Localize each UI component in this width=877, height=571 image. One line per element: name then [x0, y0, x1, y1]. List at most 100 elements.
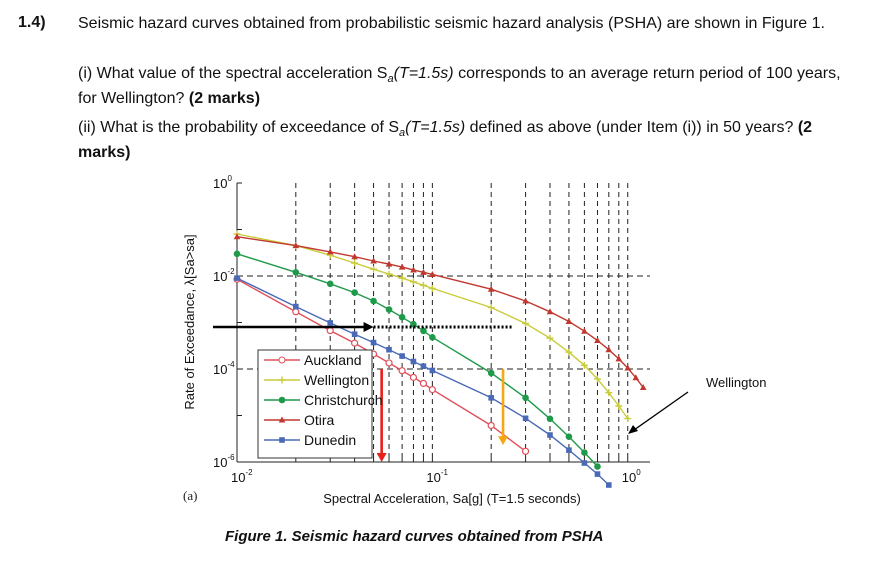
x-axis-label: Spectral Acceleration, Sa[g] (T=1.5 seco… — [323, 491, 581, 506]
data-point-wellington — [351, 259, 359, 267]
horizontal-arrow-head — [363, 322, 374, 333]
data-point-wellington — [580, 361, 588, 369]
data-point-christchurch — [522, 394, 529, 402]
data-point-auckland — [292, 308, 300, 316]
data-point-auckland — [428, 386, 436, 394]
data-point-otira — [326, 248, 334, 255]
data-point-otira — [565, 318, 573, 325]
data-point-dunedin — [547, 432, 553, 438]
data-point-wellington — [605, 389, 613, 397]
data-point-wellington — [370, 265, 378, 273]
data-point-wellington — [409, 278, 417, 286]
data-point-christchurch — [546, 415, 554, 423]
part1-text: corresponds to an average return period … — [78, 65, 841, 108]
data-point-christchurch — [398, 313, 406, 321]
question-number: 1.4) — [18, 14, 46, 31]
data-point-dunedin — [594, 471, 601, 477]
data-point-otira — [410, 266, 417, 273]
legend-label-otira: Otira — [304, 412, 335, 428]
y-tick-label: 10-4 — [213, 360, 235, 377]
data-point-auckland — [409, 373, 418, 381]
data-point-christchurch — [487, 369, 495, 377]
data-point-dunedin — [370, 339, 377, 346]
data-point-christchurch — [292, 269, 300, 276]
figure-caption: Figure 1. Seismic hazard curves obtained… — [225, 528, 604, 545]
part2-period: (T=1.5s) — [405, 119, 466, 136]
legend: Auckland Wellington Christchurch Otira Duned… — [257, 349, 383, 459]
data-point-otira — [385, 260, 393, 267]
data-point-dunedin — [429, 367, 436, 374]
data-point-dunedin — [410, 358, 417, 365]
data-point-otira — [351, 253, 358, 260]
data-point-auckland — [398, 367, 406, 375]
legend-label-wellington: Wellington — [304, 372, 369, 388]
data-point-auckland — [487, 421, 495, 430]
wellington-pointer-head — [628, 425, 638, 434]
y-tick-label: 10-6 — [213, 453, 235, 470]
data-point-wellington — [624, 415, 632, 423]
part2-marks: (2 marks) — [78, 119, 813, 162]
legend-label-auckland: Auckland — [304, 352, 362, 368]
data-point-otira — [420, 268, 427, 275]
data-point-auckland — [419, 379, 428, 388]
data-point-otira — [615, 355, 623, 362]
legend-marker-wellington — [278, 376, 286, 384]
question-part-1: (i) What value of the spectral accelerat… — [78, 64, 853, 109]
legend-marker-dunedin — [279, 437, 285, 443]
data-point-dunedin — [488, 395, 494, 401]
legend-marker-christchurch — [278, 396, 286, 404]
legend-label-christchurch: Christchurch — [304, 392, 383, 408]
data-point-auckland — [326, 326, 334, 335]
data-point-otira — [487, 285, 495, 292]
data-point-wellington — [615, 402, 623, 410]
y-axis-label: Rate of Exceedance, λ[Sa>sa] — [182, 234, 197, 409]
data-point-christchurch — [326, 280, 334, 288]
part2-subscript: a — [399, 127, 406, 140]
data-point-dunedin — [522, 415, 529, 422]
data-point-christchurch — [370, 297, 377, 305]
data-point-otira — [594, 337, 601, 344]
part2-prefix: (ii) What is the probability of exceedan… — [78, 119, 400, 136]
legend-marker-auckland — [278, 356, 286, 364]
data-point-dunedin — [386, 346, 392, 353]
data-point-otira — [429, 270, 436, 277]
part1-subscript: a — [387, 73, 394, 86]
data-point-christchurch — [581, 449, 588, 456]
data-point-christchurch — [429, 334, 436, 341]
data-point-otira — [546, 308, 554, 315]
data-point-otira — [522, 297, 529, 304]
data-point-dunedin — [606, 482, 612, 488]
part1-marks: (2 marks) — [188, 90, 261, 108]
data-point-otira — [581, 327, 588, 334]
data-point-christchurch — [565, 433, 573, 441]
data-point-otira — [639, 384, 647, 391]
x-tick-label: 100 — [622, 468, 641, 485]
data-point-christchurch — [385, 306, 393, 313]
data-point-auckland — [521, 447, 530, 455]
data-point-christchurch — [594, 463, 601, 470]
data-point-wellington — [398, 274, 406, 282]
data-point-dunedin — [399, 353, 405, 359]
data-point-otira — [632, 374, 640, 381]
vertical-arrow-head-2 — [498, 436, 509, 446]
data-point-wellington — [385, 270, 393, 278]
wellington-annotation: Wellington — [706, 375, 766, 390]
data-point-wellington — [487, 304, 495, 312]
data-point-wellington — [546, 334, 554, 342]
wellington-pointer-line — [633, 391, 689, 431]
vertical-arrow-head-1 — [376, 453, 387, 462]
data-point-dunedin — [293, 303, 299, 310]
data-point-otira — [398, 263, 406, 270]
part1-period: (T=1.5s) — [393, 65, 454, 82]
data-point-otira — [292, 242, 300, 249]
legend-label-dunedin: Dunedin — [304, 432, 356, 448]
data-point-dunedin — [581, 460, 588, 466]
x-tick-label: 10-2 — [231, 468, 253, 485]
y-tick-label: 10-2 — [213, 267, 235, 284]
annotation-arrows — [213, 322, 689, 462]
question-part-2: (ii) What is the probability of exceedan… — [78, 118, 853, 163]
axes — [236, 182, 650, 463]
legend-marker-otira — [278, 416, 286, 423]
